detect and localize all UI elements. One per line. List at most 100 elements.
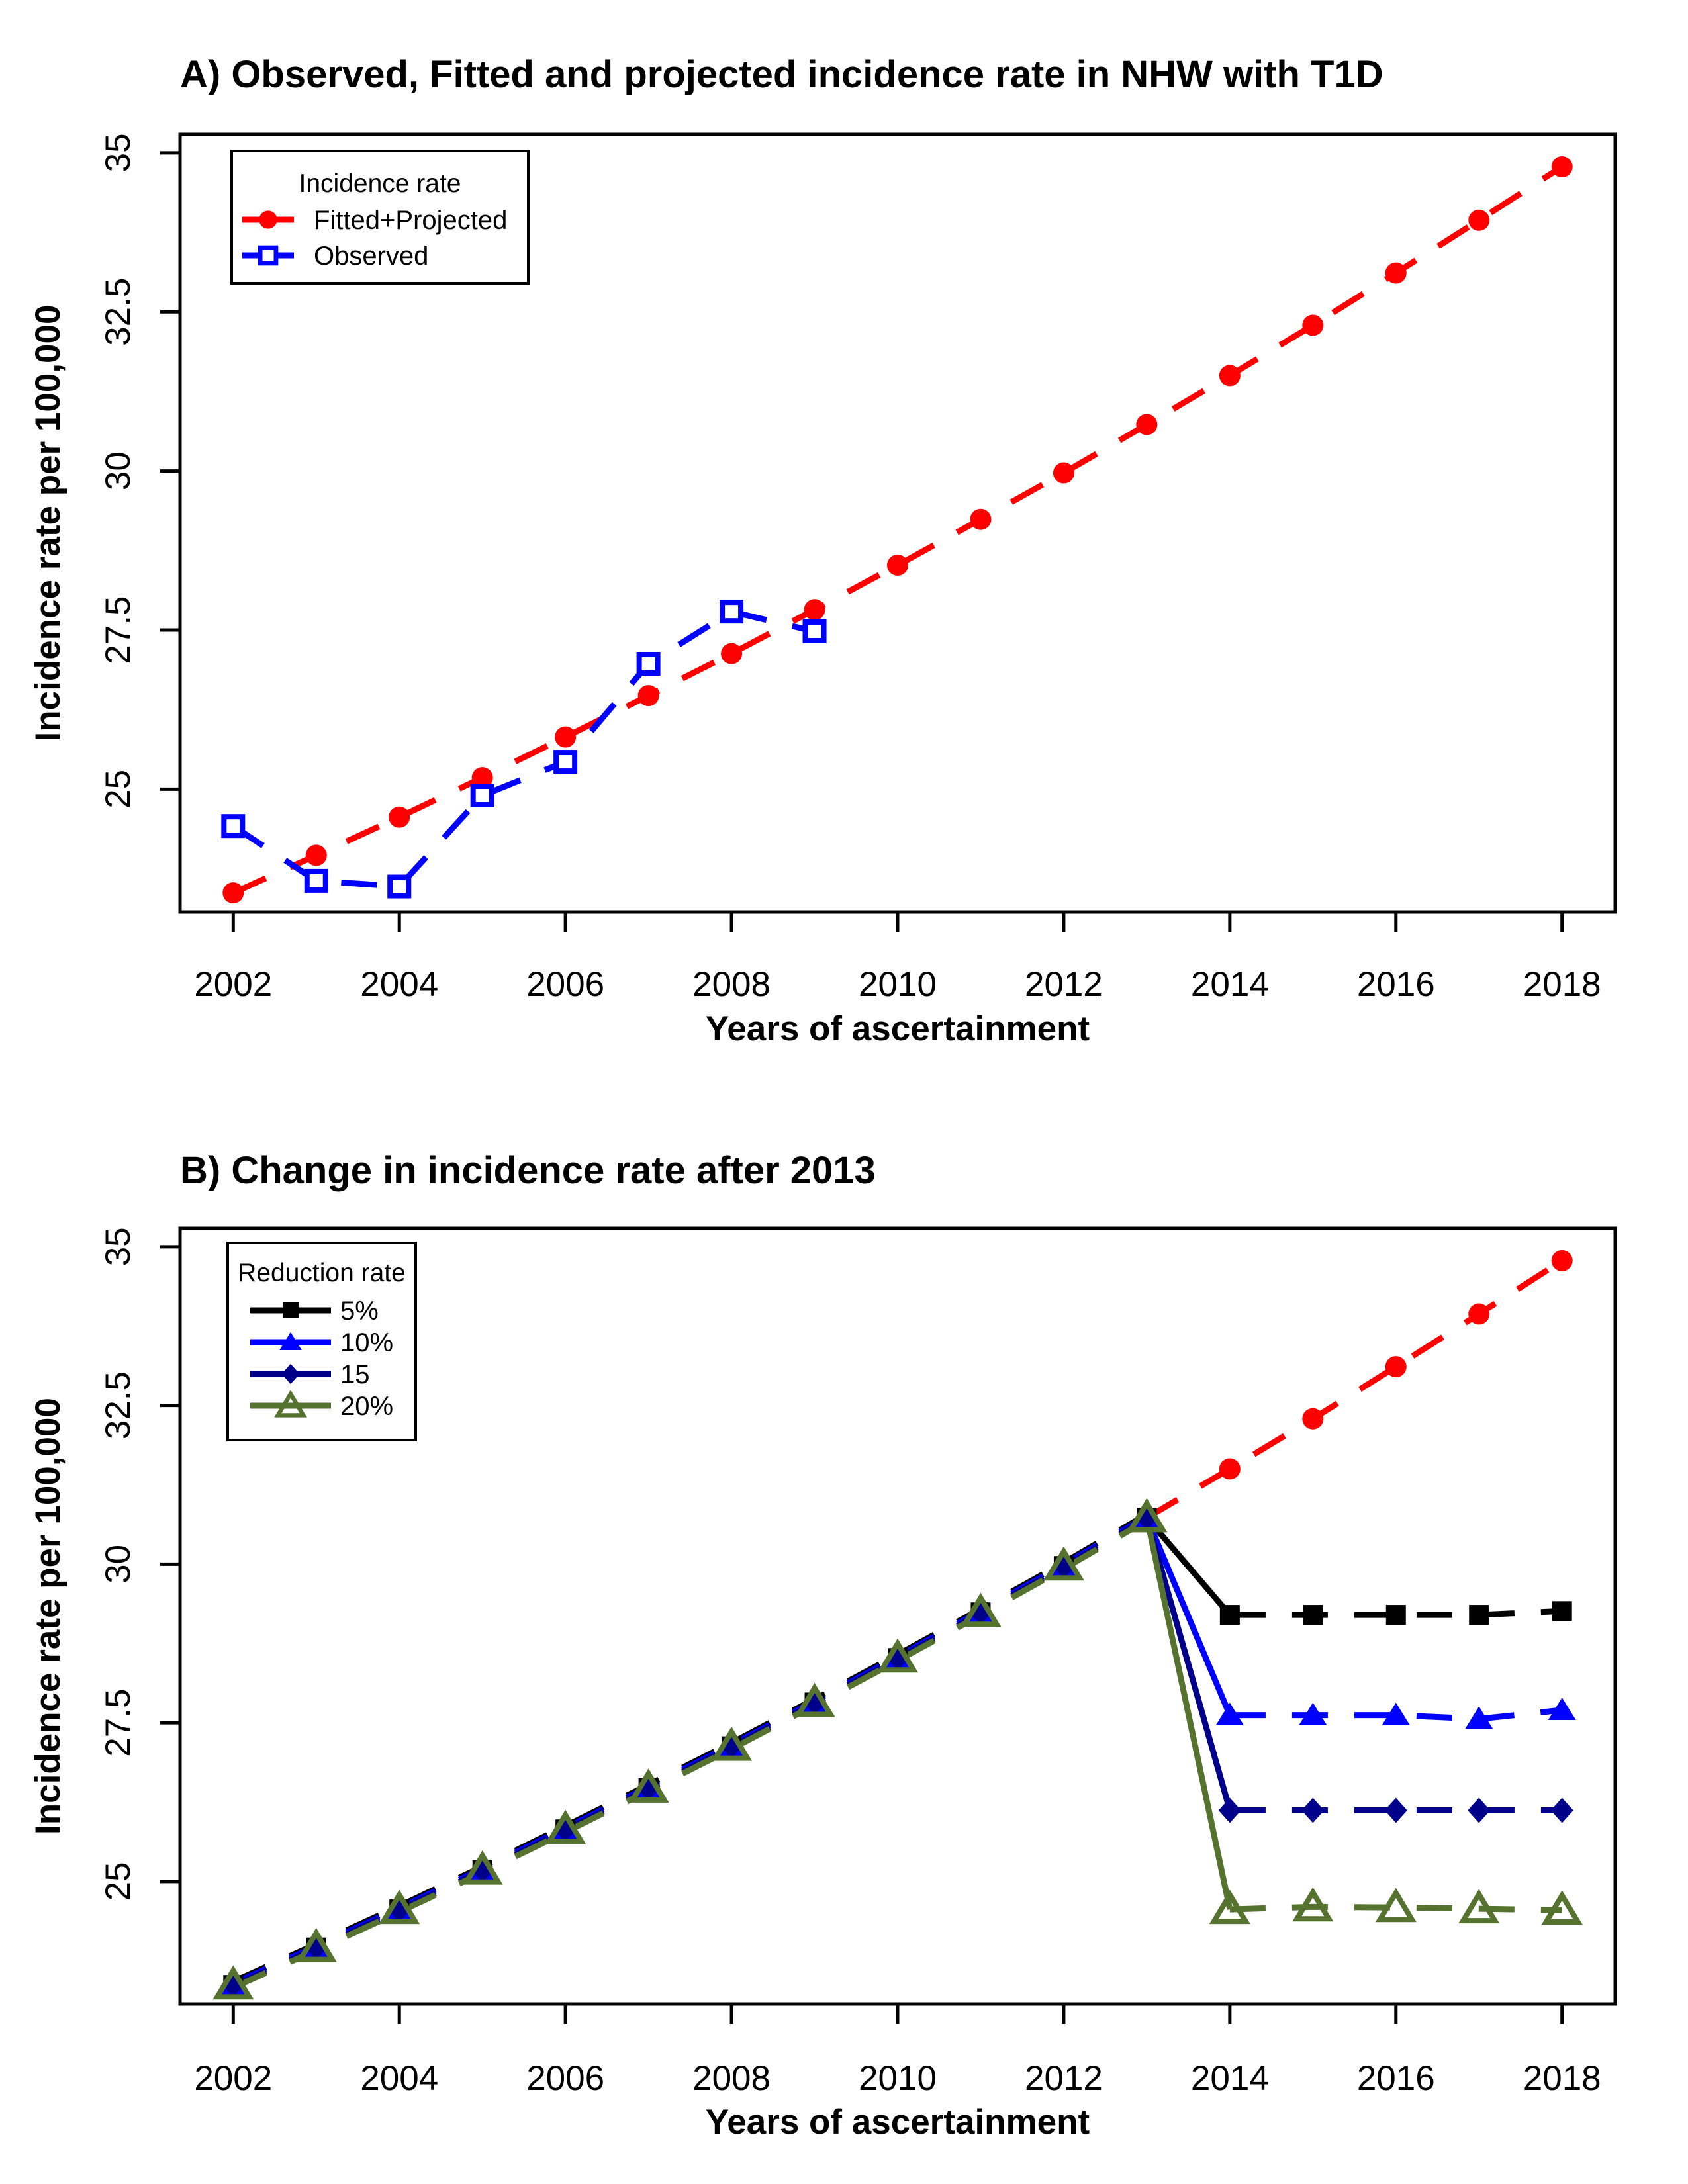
x-tick-label: 2002 (194, 2059, 272, 2098)
y-tick-label: 25 (99, 770, 138, 809)
series-markers-10- (219, 1505, 1576, 1995)
x-tick-label: 2016 (1357, 2059, 1435, 2098)
series-line-fitted-projected (232, 164, 1564, 896)
series-line-20- (1143, 1517, 1233, 1911)
series-markers-fitted-projected (222, 1250, 1573, 1996)
series-line-10- (1229, 1707, 1563, 1722)
legend-item-marker (259, 210, 277, 229)
x-tick-label: 2002 (194, 965, 272, 1004)
x-tick-label: 2014 (1191, 2059, 1269, 2098)
legend-title: Incidence rate (299, 169, 461, 198)
data-point-marker (711, 1726, 753, 1761)
x-tick-label: 2008 (692, 2059, 771, 2098)
data-point-marker (887, 554, 908, 576)
data-point-marker (1219, 1605, 1240, 1625)
series-line-20- (232, 1518, 1149, 1991)
x-tick-label: 2008 (692, 965, 771, 1004)
data-point-marker (1302, 314, 1324, 336)
x-tick-label: 2012 (1025, 2059, 1103, 2098)
y-tick-label: 32.5 (99, 278, 138, 346)
legend: Incidence rate Fitted+Projected Observed (230, 150, 530, 285)
data-point-marker (1468, 1797, 1491, 1823)
data-point-marker (555, 726, 577, 748)
series-markers-observed (221, 600, 827, 899)
legend-item-label: Fitted+Projected (314, 206, 507, 235)
data-point-marker (1469, 1605, 1489, 1625)
panel-b-title: B) Change in incidence rate after 2013 (180, 1149, 876, 1192)
series-markers-15 (222, 1505, 1573, 1998)
data-point-marker (802, 619, 827, 643)
data-point-marker (876, 1638, 919, 1673)
data-point-marker (1126, 1498, 1168, 1533)
data-point-marker (461, 1850, 503, 1885)
series-line-20- (1229, 1903, 1562, 1913)
panel-a: A) Observed, Fitted and projected incide… (28, 53, 1617, 1048)
data-point-marker (295, 1927, 337, 1962)
data-point-marker (553, 750, 578, 774)
panel-b-xlabel: Years of ascertainment (706, 2103, 1090, 2142)
y-tick-label: 27.5 (99, 596, 138, 664)
data-point-marker (305, 844, 327, 866)
x-tick-label: 2006 (526, 2059, 604, 2098)
panel-a-title: A) Observed, Fitted and projected incide… (180, 53, 1383, 96)
panel-a-xlabel: Years of ascertainment (706, 1009, 1090, 1048)
data-point-marker (1468, 1303, 1490, 1325)
data-point-marker (1384, 1797, 1407, 1823)
data-point-marker (1385, 1356, 1407, 1378)
legend-title: Reduction rate (238, 1259, 406, 1287)
data-point-marker (1299, 1702, 1327, 1725)
data-point-marker (1219, 1458, 1241, 1480)
legend: Reduction rate 5%10% 15 20% (226, 1242, 417, 1441)
x-tick-label: 2004 (360, 2059, 438, 2098)
data-point-marker (387, 874, 412, 899)
legend-item-marker (281, 1363, 300, 1385)
panel-b: B) Change in incidence rate after 2013 2… (28, 1149, 1617, 2142)
series-line-10- (1144, 1516, 1233, 1717)
x-tick-label: 2016 (1357, 965, 1435, 1004)
data-point-marker (1136, 414, 1158, 435)
data-point-marker (1382, 1702, 1410, 1725)
y-tick-label: 35 (99, 133, 138, 172)
data-point-marker (1551, 156, 1573, 178)
series-line-15 (1144, 1517, 1233, 1811)
data-point-marker (1541, 1890, 1583, 1925)
legend-item-label: 5% (340, 1297, 379, 1326)
data-point-marker (1302, 1408, 1324, 1430)
x-tick-label: 2018 (1523, 965, 1601, 1004)
legend-item-marker (283, 1302, 299, 1318)
data-point-marker (970, 508, 992, 530)
legend-item-marker (258, 245, 279, 266)
y-tick-label: 35 (99, 1227, 138, 1266)
y-tick-label: 30 (99, 451, 138, 490)
y-tick-label: 32.5 (99, 1371, 138, 1439)
data-point-marker (222, 882, 244, 904)
data-point-marker (1458, 1889, 1500, 1924)
x-tick-label: 2014 (1191, 965, 1269, 1004)
data-point-marker (1385, 262, 1407, 284)
data-point-marker (545, 1809, 586, 1844)
x-tick-label: 2018 (1523, 2059, 1601, 2098)
x-tick-label: 2012 (1025, 965, 1103, 1004)
data-point-marker (389, 806, 410, 828)
series-markers-20- (212, 1498, 1583, 2000)
panel-b-plot: 2002 2004 2006 2008 2010 2012 2014 2016 2018 25 27… (99, 1226, 1617, 2098)
series-line-fitted-projected (1145, 1258, 1564, 1521)
data-point-marker (1209, 1889, 1250, 1925)
panel-b-ylabel: Incidence rate per 100,000 (28, 1398, 68, 1835)
series-markers-5- (223, 1508, 1572, 1995)
data-point-marker (1468, 209, 1490, 231)
data-point-marker (1551, 1250, 1573, 1271)
legend-item-label: 10% (340, 1328, 393, 1357)
data-point-marker (804, 599, 825, 621)
series-line-10- (232, 1514, 1149, 1987)
x-tick-label: 2010 (859, 2059, 937, 2098)
series-markers-fitted-projected (222, 156, 1573, 904)
data-point-marker (1550, 1797, 1573, 1823)
legend-item-label: 20% (340, 1392, 393, 1421)
data-point-marker (794, 1682, 835, 1717)
legend-item-marker (274, 1390, 307, 1418)
data-point-marker (471, 767, 493, 789)
data-point-marker (960, 1592, 1002, 1627)
